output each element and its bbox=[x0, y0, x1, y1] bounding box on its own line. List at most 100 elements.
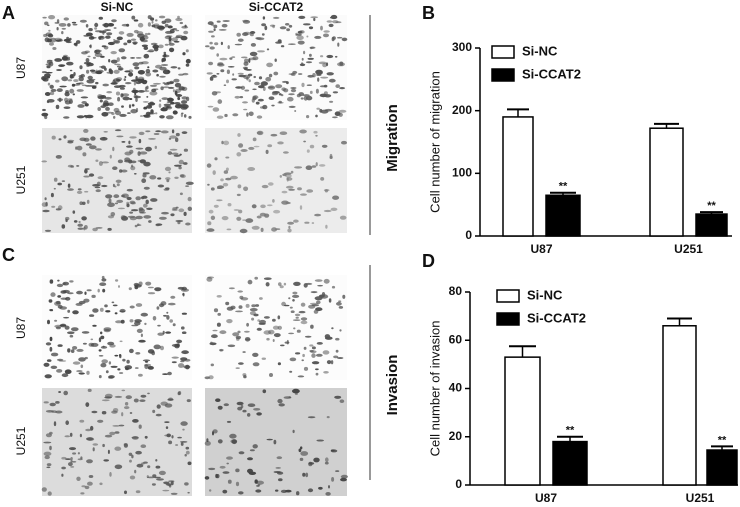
cell bbox=[310, 291, 318, 294]
cell bbox=[216, 322, 221, 327]
cell bbox=[176, 339, 183, 344]
cell bbox=[288, 105, 296, 108]
y-tick-label: 80 bbox=[449, 284, 463, 298]
cell bbox=[155, 465, 161, 469]
cell bbox=[259, 85, 264, 89]
cell bbox=[207, 276, 215, 279]
cell bbox=[262, 86, 266, 92]
cell bbox=[126, 201, 130, 205]
cell bbox=[275, 489, 279, 492]
cell bbox=[264, 213, 270, 218]
cell bbox=[88, 342, 95, 347]
cell bbox=[65, 458, 71, 460]
cell bbox=[210, 215, 216, 220]
cell bbox=[43, 33, 48, 38]
cell bbox=[102, 83, 109, 87]
cell bbox=[65, 296, 71, 301]
cell bbox=[151, 20, 154, 24]
cell bbox=[85, 402, 90, 407]
cell bbox=[259, 106, 265, 109]
cell bbox=[288, 43, 296, 45]
cell bbox=[112, 425, 120, 427]
cell bbox=[164, 35, 172, 40]
cell bbox=[131, 209, 139, 212]
cell bbox=[339, 87, 346, 90]
cell bbox=[66, 61, 74, 66]
cell bbox=[110, 59, 118, 64]
cell bbox=[78, 357, 86, 362]
cell bbox=[339, 215, 347, 220]
cell bbox=[168, 97, 172, 101]
cell bbox=[67, 98, 73, 101]
cell bbox=[87, 75, 93, 80]
cell bbox=[133, 19, 139, 22]
cell bbox=[333, 355, 339, 359]
column-label: Si-CCAT2 bbox=[249, 0, 304, 14]
cell bbox=[108, 59, 111, 63]
cell bbox=[65, 41, 72, 44]
cell bbox=[297, 187, 302, 191]
column-label: Si-NC bbox=[101, 0, 134, 14]
cell bbox=[219, 330, 227, 335]
cell bbox=[144, 435, 148, 439]
cell bbox=[145, 72, 152, 77]
cell bbox=[57, 344, 63, 347]
cell bbox=[92, 447, 95, 452]
cell bbox=[144, 364, 149, 370]
cell bbox=[156, 404, 161, 409]
cell bbox=[171, 435, 174, 439]
cell bbox=[44, 197, 47, 201]
cell bbox=[99, 66, 102, 68]
cell bbox=[115, 320, 123, 324]
cell bbox=[134, 319, 142, 323]
cell bbox=[261, 357, 266, 360]
cell bbox=[140, 312, 148, 317]
cell bbox=[303, 95, 308, 101]
cell bbox=[127, 39, 132, 44]
cell bbox=[181, 96, 188, 100]
cell bbox=[166, 101, 173, 104]
cell bbox=[248, 111, 254, 117]
section-label: Migration bbox=[384, 104, 401, 172]
cell bbox=[311, 222, 315, 224]
cell bbox=[78, 372, 85, 375]
cell bbox=[133, 80, 136, 86]
cell bbox=[88, 28, 93, 32]
cell bbox=[105, 106, 110, 111]
cell bbox=[107, 41, 115, 46]
cell bbox=[69, 432, 73, 437]
cell bbox=[156, 478, 164, 481]
cell bbox=[251, 225, 260, 230]
cell bbox=[186, 96, 190, 102]
cell bbox=[85, 143, 92, 146]
cell bbox=[301, 82, 305, 88]
cell bbox=[339, 399, 345, 404]
cell bbox=[316, 342, 323, 345]
cell bbox=[143, 161, 151, 167]
cell bbox=[61, 27, 66, 30]
cell bbox=[129, 475, 136, 480]
cell bbox=[242, 219, 247, 222]
cell bbox=[308, 304, 316, 309]
cell bbox=[277, 398, 283, 404]
cell bbox=[281, 301, 286, 307]
cell bbox=[307, 74, 315, 78]
micrograph bbox=[42, 275, 192, 380]
cell bbox=[178, 73, 184, 76]
cell bbox=[151, 483, 156, 486]
cell bbox=[227, 479, 232, 484]
cell bbox=[330, 449, 335, 452]
cell bbox=[167, 398, 174, 401]
cell bbox=[186, 399, 191, 403]
cell bbox=[133, 398, 139, 403]
y-tick-label: 0 bbox=[465, 228, 472, 242]
cell bbox=[309, 344, 314, 347]
cell bbox=[105, 310, 111, 313]
legend-swatch bbox=[491, 68, 515, 82]
cell bbox=[87, 388, 92, 392]
cell bbox=[60, 323, 67, 328]
significance: ** bbox=[566, 425, 575, 437]
cell bbox=[153, 344, 161, 350]
cell bbox=[310, 350, 317, 354]
cell bbox=[234, 95, 241, 99]
